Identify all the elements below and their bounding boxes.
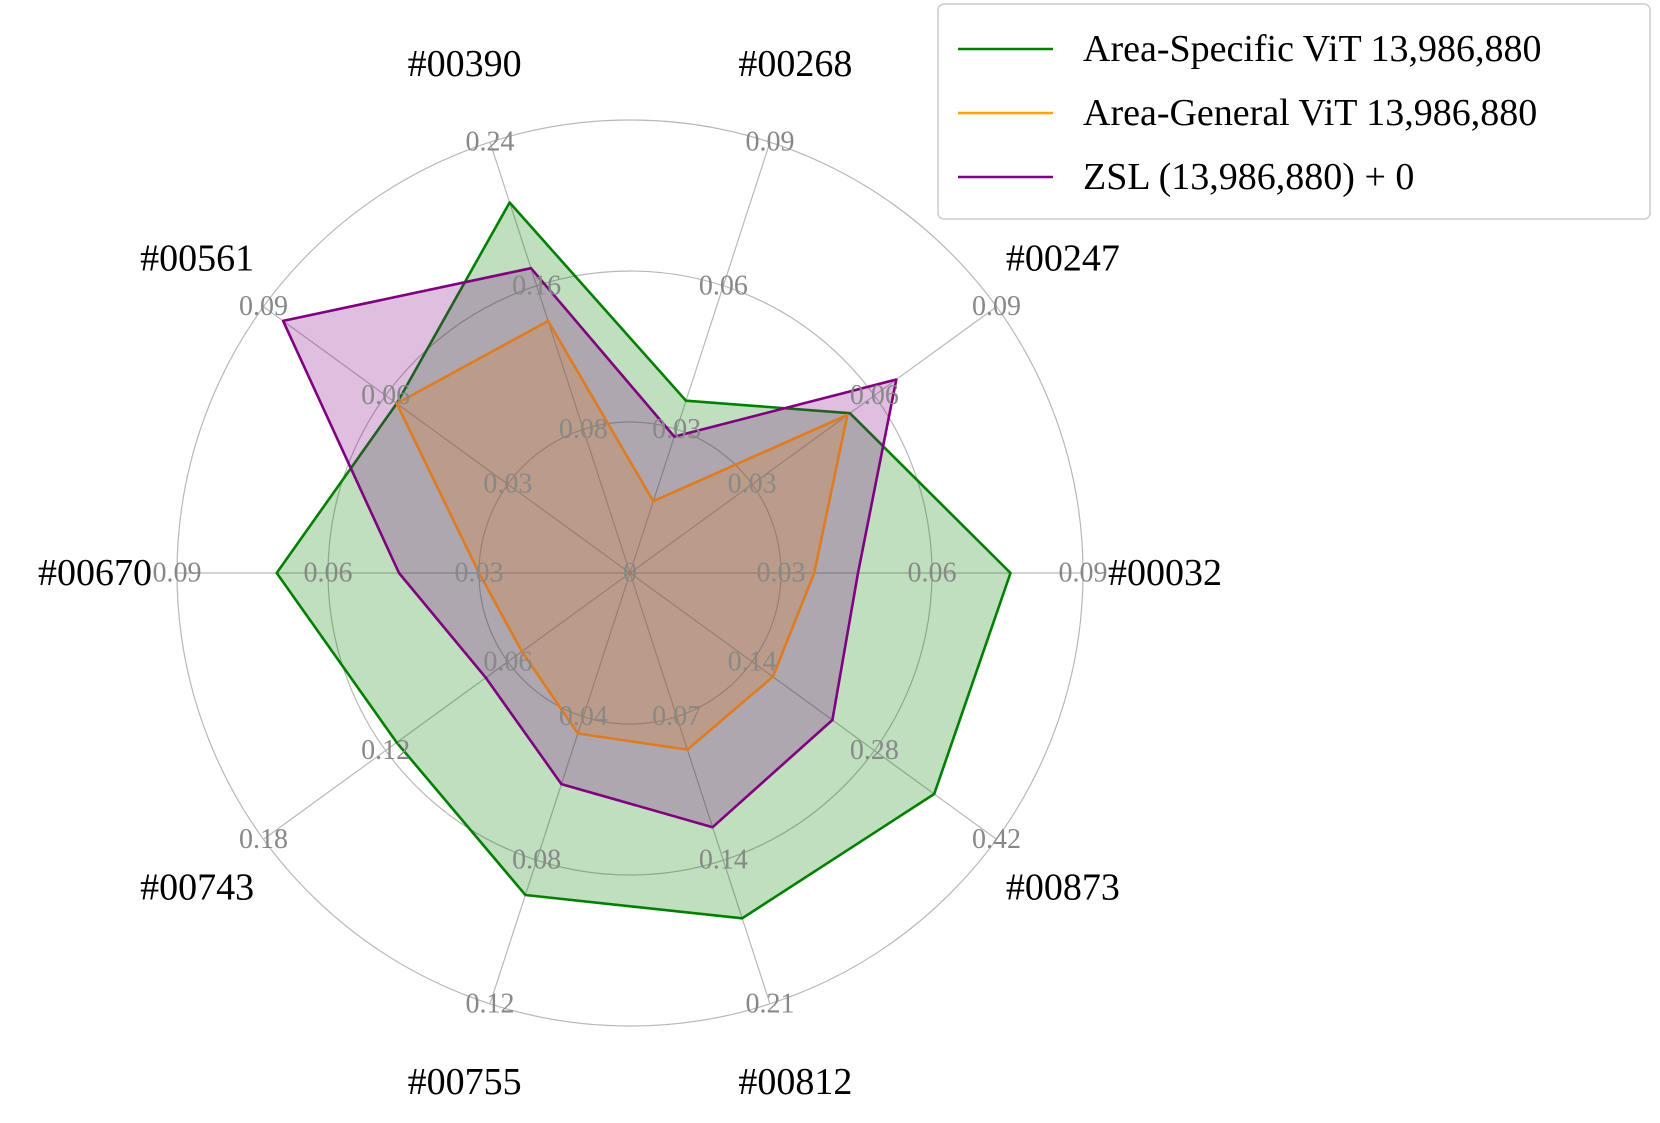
axis-label: #00670 bbox=[38, 552, 152, 594]
tick-label: 0.12 bbox=[361, 735, 410, 766]
axis-label: #00743 bbox=[140, 866, 254, 908]
radar-axis-labels: #00032 #00247 #00268 #00390 #00561 #00670 #007… bbox=[38, 43, 1222, 1103]
tick-label: 0.06 bbox=[850, 380, 899, 411]
tick-label: 0.12 bbox=[466, 988, 515, 1019]
tick-label: 0.06 bbox=[361, 380, 410, 411]
tick-label: 0.09 bbox=[239, 291, 288, 322]
legend-entry-label: Area-General ViT 13,986,880 bbox=[1083, 92, 1537, 134]
series-line-0 bbox=[275, 201, 1012, 920]
tick-label: 0.06 bbox=[483, 646, 532, 677]
tick-label: 0.03 bbox=[652, 414, 701, 445]
spoke-6 bbox=[263, 572, 631, 840]
spoke-8 bbox=[629, 572, 771, 1005]
series-area-1 bbox=[396, 321, 848, 750]
legend-entry-label: Area-Specific ViT 13,986,880 bbox=[1083, 28, 1542, 70]
series-line-2 bbox=[281, 266, 898, 829]
tick-label: 0.09 bbox=[1059, 558, 1108, 589]
tick-label: 0.06 bbox=[699, 270, 748, 301]
tick-label: 0.03 bbox=[757, 558, 806, 589]
spoke-3 bbox=[489, 141, 631, 574]
tick-label: 0.03 bbox=[455, 558, 504, 589]
tick-label: 0.16 bbox=[512, 270, 561, 301]
axis-label: #00268 bbox=[738, 43, 852, 85]
legend-entry-label: ZSL (13,986,880) + 0 bbox=[1083, 156, 1414, 198]
tick-label: 0.06 bbox=[304, 558, 353, 589]
series-area-2 bbox=[283, 268, 897, 828]
axis-label: #00390 bbox=[408, 43, 522, 85]
series-area-0 bbox=[276, 202, 1011, 919]
radar-grid bbox=[176, 119, 1084, 1027]
tick-label: 0.06 bbox=[908, 558, 957, 589]
tick-label: 0.09 bbox=[972, 291, 1021, 322]
legend-frame bbox=[937, 3, 1651, 220]
tick-label: 0.24 bbox=[466, 127, 515, 158]
axis-label: #00755 bbox=[408, 1061, 522, 1103]
tick-label: 0.09 bbox=[745, 127, 794, 158]
axis-label: #00247 bbox=[1006, 238, 1120, 280]
tick-label: 0.07 bbox=[652, 701, 701, 732]
spoke-9 bbox=[629, 572, 997, 840]
axis-label: #00032 bbox=[1108, 552, 1222, 594]
tick-label: 0.42 bbox=[972, 824, 1021, 855]
tick-label: 0.14 bbox=[699, 845, 748, 876]
tick-label: 0.09 bbox=[153, 558, 202, 589]
tick-label: 0.28 bbox=[850, 735, 899, 766]
tick-label: 0.08 bbox=[512, 845, 561, 876]
legend: Area-Specific ViT 13,986,880 Area-General… bbox=[937, 3, 1651, 220]
axis-label: #00873 bbox=[1006, 866, 1120, 908]
spoke-7 bbox=[489, 572, 631, 1005]
radar-series bbox=[275, 201, 1012, 920]
series-line-1 bbox=[395, 319, 849, 751]
tick-label: 0.08 bbox=[559, 414, 608, 445]
spoke-4 bbox=[263, 306, 631, 574]
tick-label: 0.03 bbox=[728, 469, 777, 500]
tick-label: 0.21 bbox=[745, 988, 794, 1019]
center-tick-label: 0 bbox=[623, 558, 637, 589]
tick-label: 0.18 bbox=[239, 824, 288, 855]
spoke-1 bbox=[629, 306, 997, 574]
radar-tick-labels: 0.03 0.06 0.09 0.03 0.06 0.09 0.03 0.06 0.09 0.08… bbox=[153, 127, 1108, 1020]
tick-label: 0.04 bbox=[559, 701, 608, 732]
tick-label: 0.14 bbox=[728, 646, 777, 677]
axis-label: #00812 bbox=[738, 1061, 852, 1103]
tick-label: 0.03 bbox=[483, 469, 532, 500]
axis-label: #00561 bbox=[140, 238, 254, 280]
